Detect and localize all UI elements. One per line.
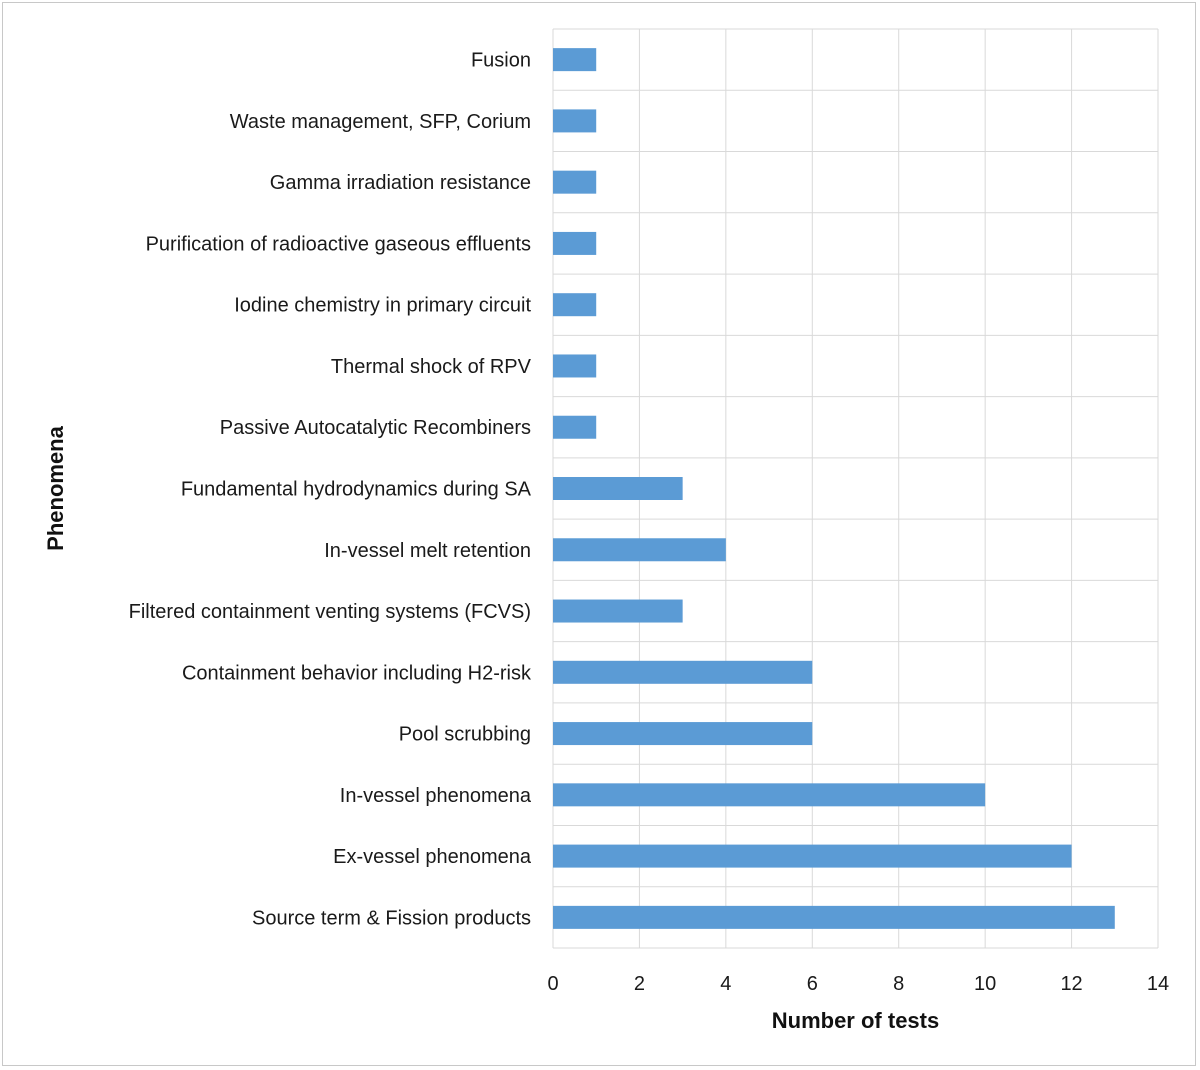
bar [553, 722, 813, 746]
bar [553, 231, 597, 255]
category-label: Waste management, SFP, Corium [230, 111, 531, 133]
bar [553, 354, 597, 378]
bar [553, 844, 1072, 868]
category-labels: Fusion Waste management, SFP, Corium Gamma… [129, 50, 532, 930]
bar [553, 538, 726, 562]
bar [553, 293, 597, 317]
category-label: Thermal shock of RPV [331, 356, 532, 378]
category-label: Fundamental hydrodynamics during SA [181, 479, 532, 501]
x-tick-label: 12 [1060, 973, 1082, 995]
bar [553, 48, 597, 72]
x-axis-title: Number of tests [772, 1008, 939, 1033]
bar [553, 415, 597, 439]
bar [553, 660, 813, 684]
bar [553, 783, 986, 807]
category-label: In-vessel phenomena [340, 785, 532, 807]
x-tick-label: 14 [1147, 973, 1169, 995]
category-label: In-vessel melt retention [324, 540, 531, 562]
x-tick-label: 0 [547, 973, 558, 995]
x-tick-label: 2 [634, 973, 645, 995]
category-label: Passive Autocatalytic Recombiners [220, 417, 531, 439]
bar [553, 905, 1115, 929]
bars [553, 48, 1115, 929]
category-label: Gamma irradiation resistance [270, 172, 531, 194]
x-tick-labels: 0 2 4 6 8 10 12 14 [547, 973, 1169, 995]
bar [553, 599, 683, 623]
x-tick-label: 6 [807, 973, 818, 995]
x-tick-label: 8 [893, 973, 904, 995]
category-label: Ex-vessel phenomena [333, 846, 532, 868]
category-label: Purification of radioactive gaseous effl… [146, 233, 531, 255]
category-label: Containment behavior including H2-risk [182, 662, 532, 684]
category-label: Source term & Fission products [252, 907, 531, 929]
category-label: Fusion [471, 50, 531, 72]
bar [553, 170, 597, 194]
x-tick-label: 10 [974, 973, 996, 995]
bar [553, 109, 597, 133]
category-label: Iodine chemistry in primary circuit [234, 295, 531, 317]
y-axis-title: Phenomena [43, 425, 68, 550]
x-tick-label: 4 [720, 973, 731, 995]
bar [553, 477, 683, 500]
category-label: Filtered containment venting systems (FC… [129, 601, 531, 623]
category-label: Pool scrubbing [399, 724, 531, 746]
